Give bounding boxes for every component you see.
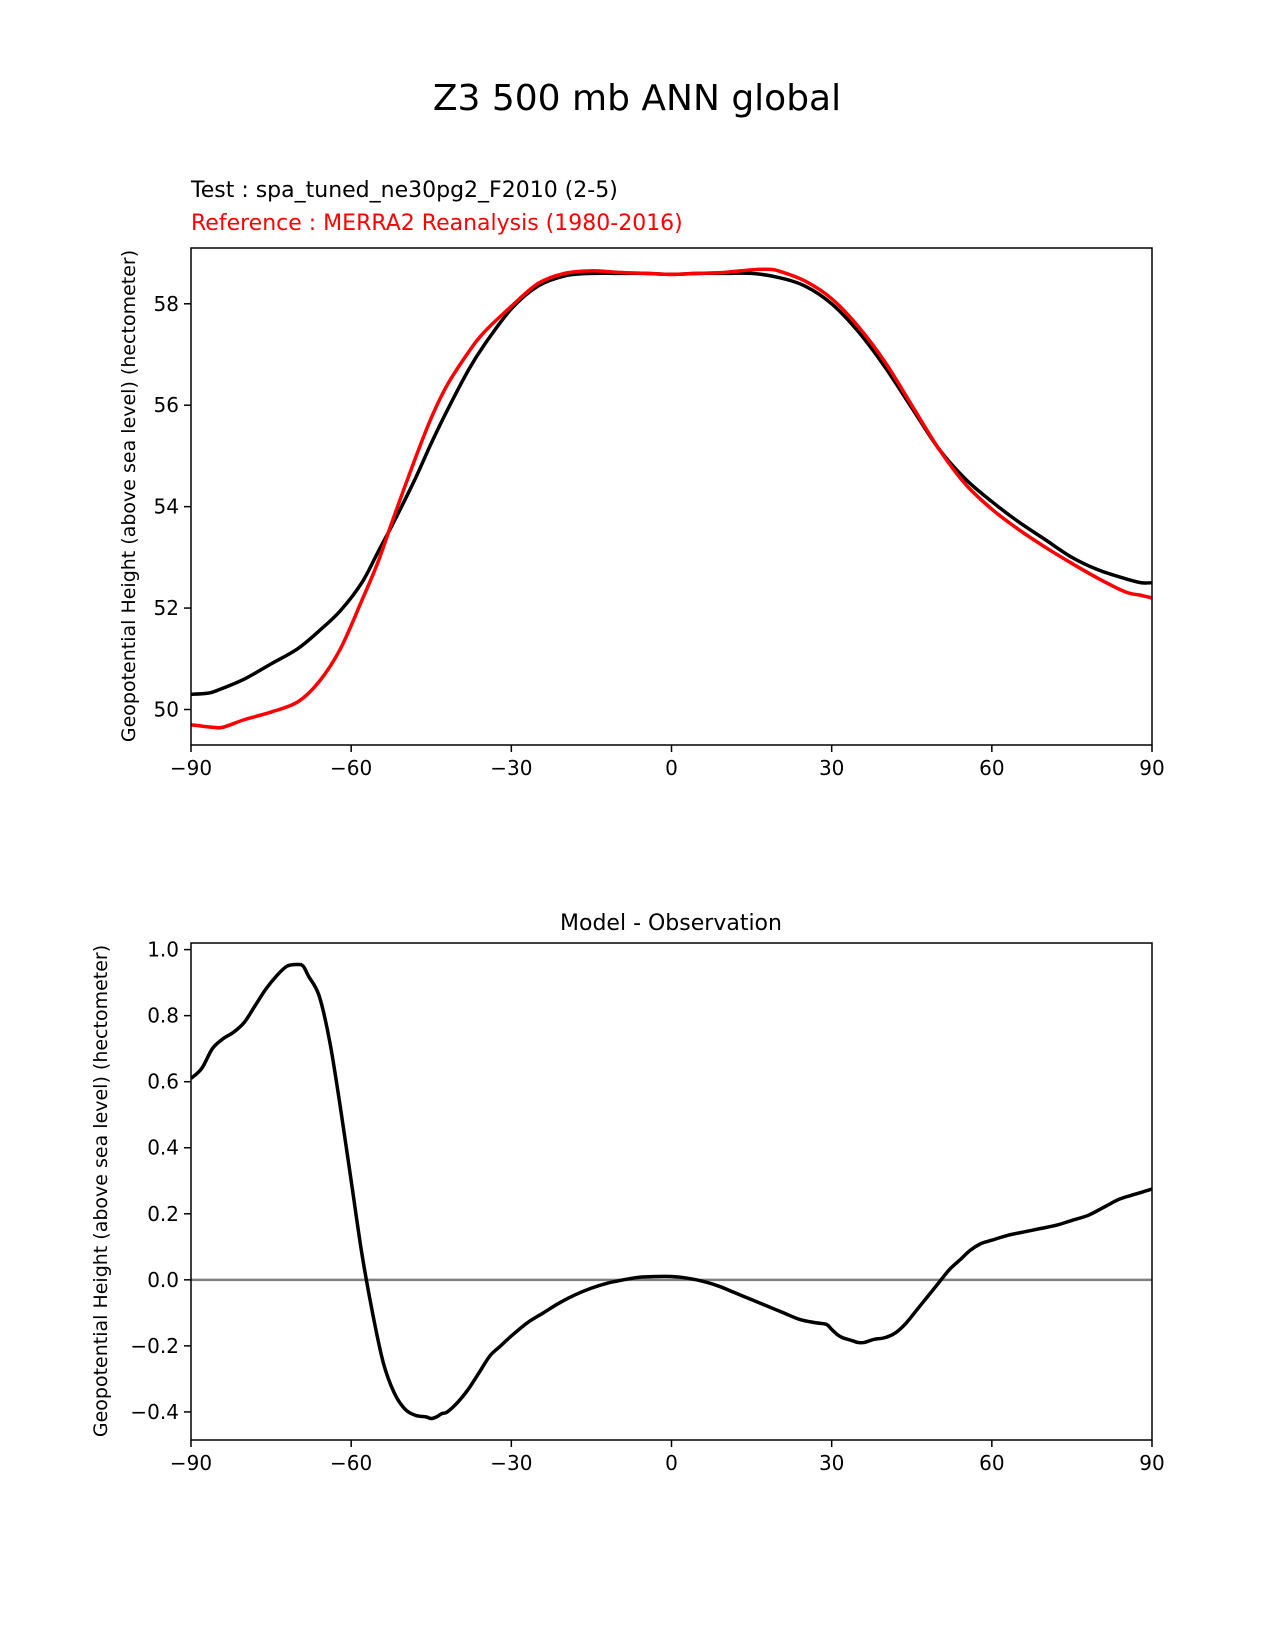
diff-title: Model - Observation bbox=[560, 911, 782, 936]
reference-label: Reference : MERRA2 Reanalysis (1980-2016… bbox=[191, 211, 683, 236]
y-tick-label: −0.4 bbox=[130, 1400, 179, 1424]
top-axes-frame bbox=[190, 247, 1153, 746]
x-tick-label: 30 bbox=[819, 756, 844, 780]
y-tick-label: 0.8 bbox=[147, 1004, 179, 1028]
bottom-y-axis-label: Geopotential Height (above sea level) (h… bbox=[90, 945, 112, 1437]
top-series bbox=[191, 267, 1152, 730]
y-tick-label: 56 bbox=[154, 393, 179, 417]
series-line-0 bbox=[191, 271, 1152, 697]
x-tick-label: 90 bbox=[1139, 756, 1164, 780]
test-label: Test : spa_tuned_ne30pg2_F2010 (2-5) bbox=[190, 178, 618, 203]
x-tick-label: 60 bbox=[979, 756, 1004, 780]
y-tick-label: 0.0 bbox=[147, 1268, 179, 1292]
y-tick-label: 52 bbox=[154, 596, 179, 620]
top-ticks: −90 −60 −30 0 30 60 90 50 52 54 56 58 bbox=[154, 292, 1165, 780]
y-tick-label: 58 bbox=[154, 292, 179, 316]
x-tick-label: 0 bbox=[665, 1451, 678, 1475]
bottom-axes-frame bbox=[190, 942, 1153, 1441]
x-tick-label: 60 bbox=[979, 1451, 1004, 1475]
y-tick-label: 0.4 bbox=[147, 1136, 179, 1160]
y-tick-label: 0.6 bbox=[147, 1070, 179, 1094]
top-y-axis-label: Geopotential Height (above sea level) (h… bbox=[118, 250, 140, 742]
x-tick-label: −90 bbox=[170, 756, 212, 780]
x-tick-label: −60 bbox=[330, 1451, 372, 1475]
panel-top: Test : spa_tuned_ne30pg2_F2010 (2-5) Ref… bbox=[118, 178, 1165, 780]
x-tick-label: −30 bbox=[490, 1451, 532, 1475]
bottom-ticks: −90 −60 −30 0 30 60 90 −0.4 −0.2 0.0 0.2 0.4 0.6 0.8 1… bbox=[130, 938, 1164, 1475]
figure-title: Z3 500 mb ANN global bbox=[433, 78, 841, 119]
y-tick-label: 1.0 bbox=[147, 938, 179, 962]
panel-bottom: Model - Observation −90 −60 −30 0 30 60 90 −0.4… bbox=[90, 911, 1165, 1475]
x-tick-label: 30 bbox=[819, 1451, 844, 1475]
x-tick-label: −30 bbox=[490, 756, 532, 780]
x-tick-label: −60 bbox=[330, 756, 372, 780]
x-tick-label: 0 bbox=[665, 756, 678, 780]
y-tick-label: 0.2 bbox=[147, 1202, 179, 1226]
y-tick-label: 50 bbox=[154, 698, 179, 722]
x-tick-label: 90 bbox=[1139, 1451, 1164, 1475]
series-line-1 bbox=[191, 267, 1152, 730]
bottom-series bbox=[191, 962, 1152, 1421]
y-tick-label: 54 bbox=[154, 495, 179, 519]
series-line-0 bbox=[191, 962, 1152, 1421]
y-tick-label: −0.2 bbox=[130, 1334, 179, 1358]
x-tick-label: −90 bbox=[170, 1451, 212, 1475]
